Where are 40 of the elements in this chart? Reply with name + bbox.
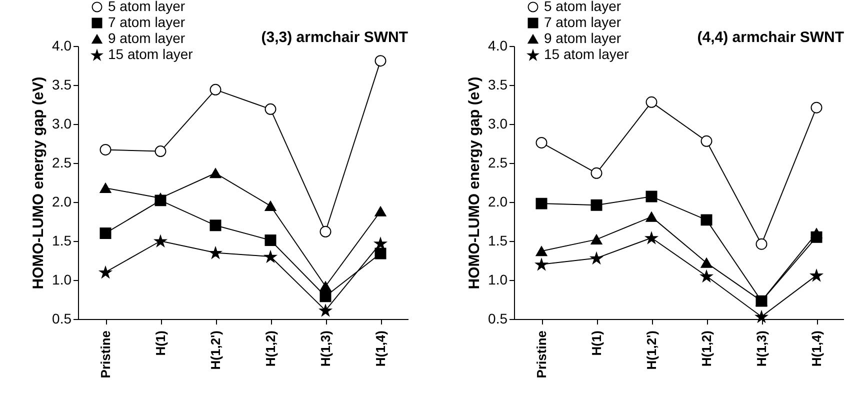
y-tick-label: 1.0 bbox=[52, 272, 72, 288]
legend-label: 7 atom layer bbox=[544, 14, 622, 30]
legend-label: 15 atom layer bbox=[108, 46, 194, 62]
x-tick-label: H(1,3) bbox=[318, 330, 333, 367]
x-tick-label: H(1) bbox=[153, 330, 168, 356]
y-tick-label: 3.0 bbox=[488, 116, 508, 132]
legend-label: 5 atom layer bbox=[544, 0, 622, 14]
y-tick-label: 2.0 bbox=[52, 194, 72, 210]
legend-label: 7 atom layer bbox=[108, 14, 186, 30]
x-tick-label: H(1,3) bbox=[754, 330, 769, 367]
x-tick-label: H(1,4) bbox=[373, 330, 388, 367]
legend-label: 15 atom layer bbox=[544, 46, 630, 62]
y-axis-title: HOMO-LUMO energy gap (eV) bbox=[466, 76, 484, 290]
y-tick-label: 0.5 bbox=[52, 310, 72, 326]
x-tick-label: Pristine bbox=[98, 330, 113, 378]
y-tick-label: 2.5 bbox=[488, 154, 508, 170]
chart-title: (3,3) armchair SWNT bbox=[261, 29, 408, 46]
y-tick-label: 0.5 bbox=[488, 310, 508, 326]
y-tick-label: 1.0 bbox=[488, 272, 508, 288]
y-tick-label: 3.5 bbox=[488, 76, 508, 92]
y-tick-label: 4.0 bbox=[52, 38, 72, 54]
x-tick-label: H(1,2') bbox=[208, 330, 223, 370]
legend-label: 5 atom layer bbox=[108, 0, 186, 14]
y-tick-label: 1.5 bbox=[52, 232, 72, 248]
y-tick-label: 2.5 bbox=[52, 154, 72, 170]
x-tick-label: H(1,2') bbox=[644, 330, 659, 370]
y-tick-label: 3.5 bbox=[52, 76, 72, 92]
legend-label: 9 atom layer bbox=[544, 30, 622, 46]
x-tick-label: H(1,4) bbox=[809, 330, 824, 367]
x-tick-label: H(1,2) bbox=[263, 330, 278, 367]
x-tick-label: H(1,2) bbox=[699, 330, 714, 367]
y-tick-label: 1.5 bbox=[488, 232, 508, 248]
x-tick-label: H(1) bbox=[589, 330, 604, 356]
y-tick-label: 2.0 bbox=[488, 194, 508, 210]
y-tick-label: 3.0 bbox=[52, 116, 72, 132]
y-axis-title: HOMO-LUMO energy gap (eV) bbox=[30, 76, 48, 290]
y-tick-label: 4.0 bbox=[488, 38, 508, 54]
legend-label: 9 atom layer bbox=[108, 30, 186, 46]
x-tick-label: Pristine bbox=[534, 330, 549, 378]
chart-title: (4,4) armchair SWNT bbox=[697, 29, 844, 46]
